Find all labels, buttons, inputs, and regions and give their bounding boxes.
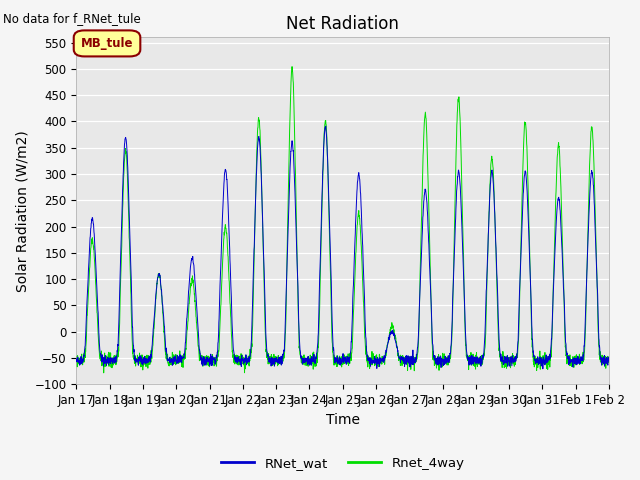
Title: Net Radiation: Net Radiation — [286, 15, 399, 33]
Rnet_4way — [288, 64, 296, 70]
Rnet_4way — [100, 370, 108, 376]
RNet_wat — [72, 356, 80, 362]
Text: No data for f_RNet_tule: No data for f_RNet_tule — [3, 12, 141, 25]
Y-axis label: Solar Radiation (W/m2): Solar Radiation (W/m2) — [15, 130, 29, 292]
Legend: RNet_wat, Rnet_4way: RNet_wat, Rnet_4way — [216, 451, 470, 475]
Rnet_4way — [504, 360, 511, 366]
Rnet_4way — [375, 359, 383, 365]
RNet_wat — [605, 354, 613, 360]
Line: Rnet_4way: Rnet_4way — [76, 67, 609, 373]
RNet_wat — [322, 123, 330, 129]
Rnet_4way — [241, 360, 248, 365]
FancyBboxPatch shape — [74, 30, 140, 57]
RNet_wat — [503, 356, 511, 361]
RNet_wat — [125, 222, 133, 228]
Line: RNet_wat: RNet_wat — [76, 126, 609, 369]
RNet_wat — [533, 360, 541, 366]
RNet_wat — [598, 356, 605, 362]
Rnet_4way — [605, 354, 613, 360]
RNet_wat — [539, 366, 547, 372]
RNet_wat — [375, 361, 383, 367]
Text: MB_tule: MB_tule — [81, 37, 133, 50]
Rnet_4way — [598, 361, 605, 367]
RNet_wat — [241, 357, 248, 363]
Rnet_4way — [534, 357, 541, 363]
Rnet_4way — [126, 257, 134, 263]
Rnet_4way — [72, 358, 80, 364]
X-axis label: Time: Time — [326, 413, 360, 427]
